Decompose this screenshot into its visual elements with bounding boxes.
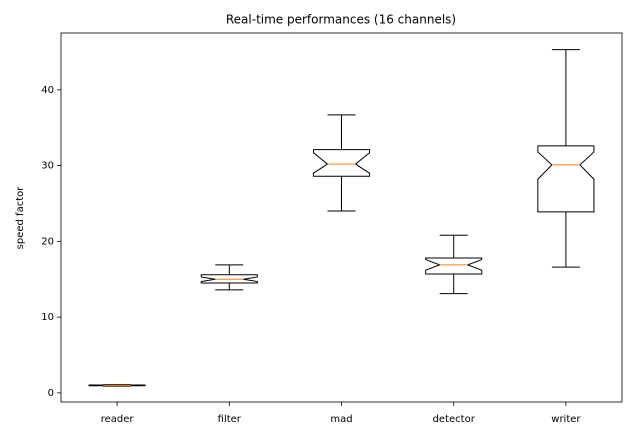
chart-title: Real-time performances (16 channels) <box>226 13 456 27</box>
y-tick-label: 20 <box>41 236 54 247</box>
x-tick-label: filter <box>218 414 242 425</box>
plot-frame <box>60 32 623 403</box>
y-tick-label: 30 <box>41 161 54 172</box>
box <box>312 149 371 177</box>
x-tick-label: writer <box>551 414 581 425</box>
x-tick-label: mad <box>330 414 352 425</box>
y-axis-label: speed factor <box>15 186 26 250</box>
x-tick-label: detector <box>433 414 476 425</box>
box <box>537 145 595 213</box>
y-tick-label: 0 <box>48 388 54 399</box>
box <box>425 257 483 275</box>
x-tick-label: reader <box>101 414 135 425</box>
y-tick-label: 40 <box>41 85 54 96</box>
y-tick-label: 10 <box>41 312 54 323</box>
